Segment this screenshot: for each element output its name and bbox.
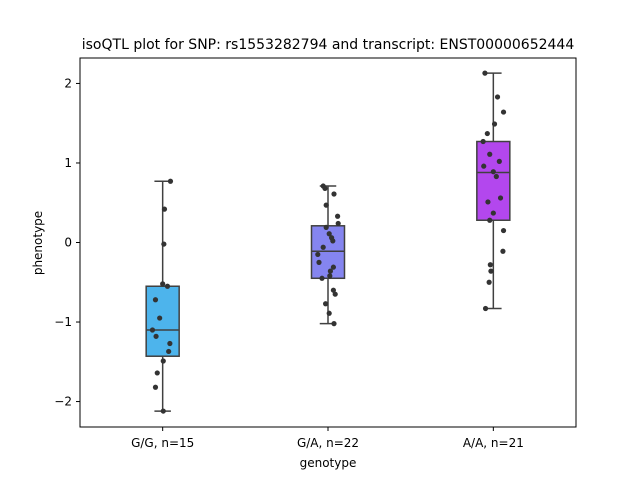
data-point <box>327 268 333 274</box>
x-axis: G/G, n=15 G/A, n=22 A/A, n=21 <box>131 427 524 450</box>
data-point <box>316 259 322 265</box>
data-point <box>496 158 502 164</box>
data-point <box>167 340 173 347</box>
data-point <box>491 121 498 127</box>
x-axis-label: genotype <box>300 456 357 470</box>
data-point <box>152 384 159 390</box>
x-tick-label: A/A, n=21 <box>463 436 524 450</box>
data-point <box>500 227 507 234</box>
data-point <box>320 244 326 250</box>
data-point <box>157 315 163 321</box>
plot-area <box>145 70 511 414</box>
data-point <box>500 109 507 115</box>
data-point <box>152 297 159 303</box>
data-point <box>315 251 321 258</box>
x-tick-label: G/A, n=22 <box>297 436 359 450</box>
data-point <box>494 94 501 100</box>
data-point <box>481 163 487 169</box>
data-point <box>487 262 493 268</box>
data-point <box>331 321 337 327</box>
data-point <box>154 370 160 376</box>
data-point <box>161 241 167 247</box>
data-point <box>331 191 337 197</box>
data-point <box>319 275 325 281</box>
data-point <box>164 283 171 289</box>
y-tick-label: −2 <box>54 395 72 409</box>
data-point <box>160 408 166 414</box>
y-axis: 2 1 0 −1 −2 <box>54 76 80 409</box>
data-point <box>327 273 333 279</box>
chart-title: isoQTL plot for SNP: rs1553282794 and tr… <box>82 37 575 53</box>
data-point <box>484 130 490 137</box>
iqr-box <box>476 140 511 221</box>
data-point <box>487 151 493 157</box>
data-point <box>149 327 156 333</box>
data-point <box>500 248 506 254</box>
y-tick-label: 0 <box>64 236 72 250</box>
data-point <box>482 70 488 76</box>
data-point <box>330 238 336 244</box>
y-tick-label: −1 <box>54 315 72 329</box>
data-point <box>332 291 338 297</box>
data-point <box>161 206 168 212</box>
y-axis-label: phenotype <box>31 211 45 275</box>
iqr-box <box>145 285 180 357</box>
y-tick-label: 1 <box>64 156 72 170</box>
data-point <box>323 202 329 208</box>
data-point <box>493 173 499 180</box>
data-point <box>330 287 336 293</box>
data-point <box>160 358 166 364</box>
data-point <box>160 281 166 287</box>
data-point <box>482 305 489 312</box>
data-point <box>335 220 341 227</box>
data-point <box>326 310 332 316</box>
data-point <box>490 169 496 175</box>
data-point <box>480 138 486 145</box>
data-point <box>488 268 494 274</box>
x-tick-label: G/G, n=15 <box>131 436 194 450</box>
data-point <box>323 301 329 307</box>
y-tick-label: 2 <box>64 76 72 90</box>
data-point <box>497 195 504 201</box>
data-point <box>487 217 493 223</box>
data-point <box>335 213 341 219</box>
data-point <box>330 264 336 270</box>
data-point <box>153 333 159 339</box>
data-point <box>323 224 329 230</box>
box-group <box>145 178 180 414</box>
data-point <box>326 231 332 237</box>
data-point <box>166 348 172 355</box>
box-group <box>476 70 511 312</box>
data-point <box>490 210 496 216</box>
data-point <box>485 199 491 205</box>
data-point <box>167 178 174 184</box>
data-point <box>322 185 328 192</box>
box-group <box>310 183 346 327</box>
data-point <box>486 279 492 285</box>
